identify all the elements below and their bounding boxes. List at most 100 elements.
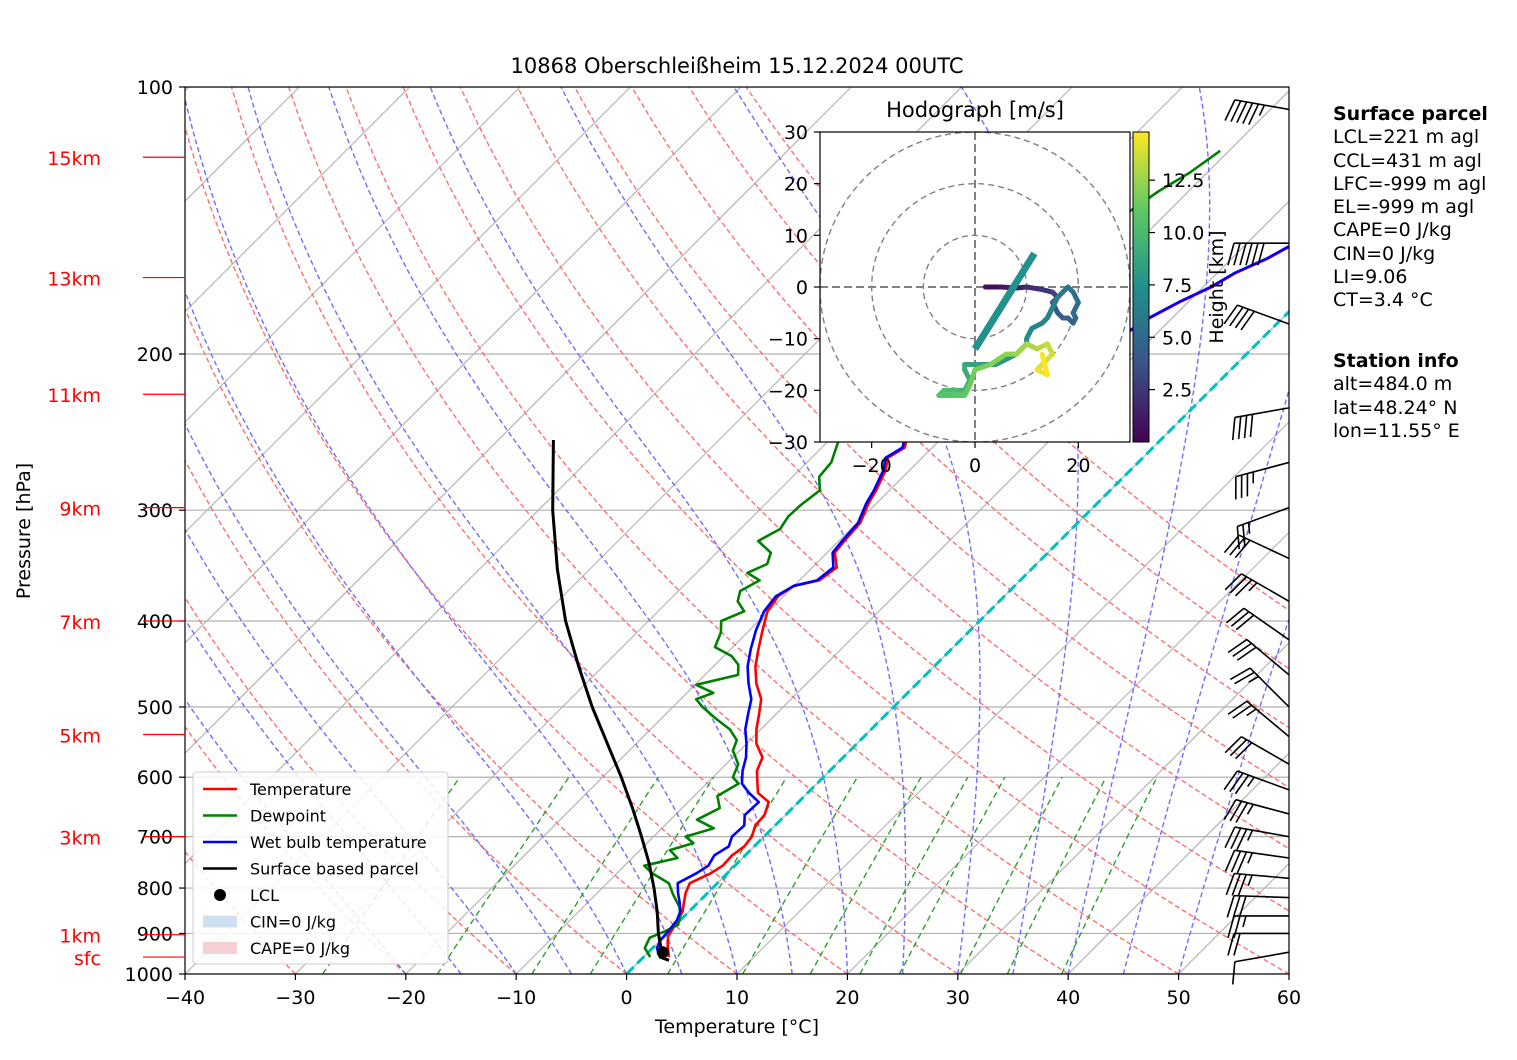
wind-barb [1231,407,1290,441]
y-tick-label: 200 [137,344,173,366]
legend-swatch [203,942,237,954]
moist-adiabat [560,87,907,974]
wind-barb [1225,607,1290,641]
hodograph-y-tick-label: 20 [784,174,808,196]
dry-adiabat [345,87,1179,974]
surface-parcel-heading: Surface parcel [1333,103,1488,125]
isotherm-line [1067,752,1289,974]
parcel-line: LCL=221 m agl [1333,126,1480,149]
station-line: lon=11.55° E [1333,419,1460,442]
isotherm-line [736,421,1289,974]
parcel-line: CIN=0 J/kg [1333,242,1436,265]
hodograph-title: Hodograph [m/s] [886,98,1064,122]
dry-adiabat [185,458,628,974]
wind-barb [1236,506,1290,550]
wind-barb [1224,99,1290,126]
moist-adiabat [1177,617,1289,974]
x-tick-label: 30 [946,987,970,1009]
wind-barb [1223,770,1290,795]
dry-adiabat [459,87,1289,912]
y-tick-label: 500 [137,697,173,719]
hodograph-y-tick-label: 30 [784,122,808,144]
legend-label: LCL [250,886,279,905]
isotherm-line [185,87,631,534]
parcel-line: EL=-999 m agl [1333,196,1475,219]
legend: Temperature Dewpoint Wet bulb temperature S… [192,771,449,965]
mixing-ratio-line [898,776,1006,974]
x-tick-label: −10 [496,987,536,1009]
mixing-ratio-line [741,776,858,974]
parcel-line: CT=3.4 °C [1333,289,1433,312]
legend-label: CAPE=0 J/kg [250,939,350,958]
legend-swatch [214,889,226,901]
station-line: alt=484.0 m [1333,373,1453,396]
hodograph-x-tick-label: 0 [969,455,981,477]
colorbar-tick-label: 2.5 [1162,380,1192,402]
hodograph-x-tick-label: −20 [852,455,892,477]
colorbar-tick-label: 10.0 [1162,223,1204,245]
colorbar-tick-label: 5.0 [1162,327,1192,349]
wind-barb [1224,849,1290,874]
y-tick-label: 800 [137,878,173,900]
height-label: 1km [59,926,101,948]
hodograph-trace [988,351,1009,367]
wind-barb [1227,638,1290,676]
colorbar-label: Height [km] [1206,230,1228,343]
mixing-ratio-line [436,776,570,974]
wind-barb [1224,826,1290,851]
moist-adiabat [1067,87,1211,974]
mixing-ratio-line [809,776,922,974]
wind-barb [1226,894,1290,919]
wind-barbs [1223,99,1290,985]
wind-barb [1227,242,1289,266]
isotherm-line [185,87,742,644]
x-tick-label: 10 [725,987,749,1009]
hodograph-y-tick-label: −20 [768,380,808,402]
hodograph-x-tick-label: 20 [1066,455,1090,477]
y-tick-label: 1000 [125,964,173,986]
wind-barb [1231,951,1290,985]
wind-barb [1227,700,1290,738]
parcel-line: CCL=431 m agl [1333,149,1482,172]
moist-adiabat [185,422,573,974]
hodograph: Hodograph [m/s] −20 0 20 −30 −20 −10 0 10 20 30 2… [768,98,1228,477]
station-info-heading: Station info [1333,350,1459,372]
height-label: 7km [59,612,101,634]
wind-barb [1224,735,1290,765]
height-label: sfc [74,948,101,970]
height-label: 11km [47,385,101,407]
moist-adiabat [247,87,738,974]
hodograph-trace [972,362,993,373]
surface-parcel-panel: Surface parcel LCL=221 m agl CCL=431 m a… [1333,103,1488,313]
y-tick-label: 100 [137,77,173,99]
wind-barb [1223,798,1290,823]
y-tick-label: 700 [137,827,173,849]
hodograph-trace [1039,351,1050,378]
height-label: 3km [59,828,101,850]
series-line-surface-based-parcel [551,439,670,962]
isotherm-line [957,642,1289,974]
moist-adiabat [328,87,793,974]
hodograph-y-tick-label: −30 [768,432,808,454]
height-label: 15km [47,148,101,170]
isotherm-line [185,87,410,313]
bulk-shear-vector [972,251,1038,351]
x-tick-label: 40 [1056,987,1080,1009]
mixing-ratio-line [1006,776,1107,974]
isotherm-line [847,531,1289,974]
colorbar-tick-label: 12.5 [1162,170,1204,192]
legend-label: Surface based parcel [250,860,419,879]
mixing-ratio-line [859,776,969,974]
parcel-line: CAPE=0 J/kg [1333,219,1452,242]
wind-barb [1223,534,1290,560]
mixing-ratio-line [667,776,788,974]
series-line-wet-bulb-temperature [655,244,1289,958]
wind-barb [1234,461,1290,500]
isotherm-line [515,200,1289,974]
x-tick-label: 0 [621,987,633,1009]
colorbar [1132,131,1150,443]
x-tick-label: 20 [835,987,859,1009]
legend-label: Temperature [249,780,351,799]
